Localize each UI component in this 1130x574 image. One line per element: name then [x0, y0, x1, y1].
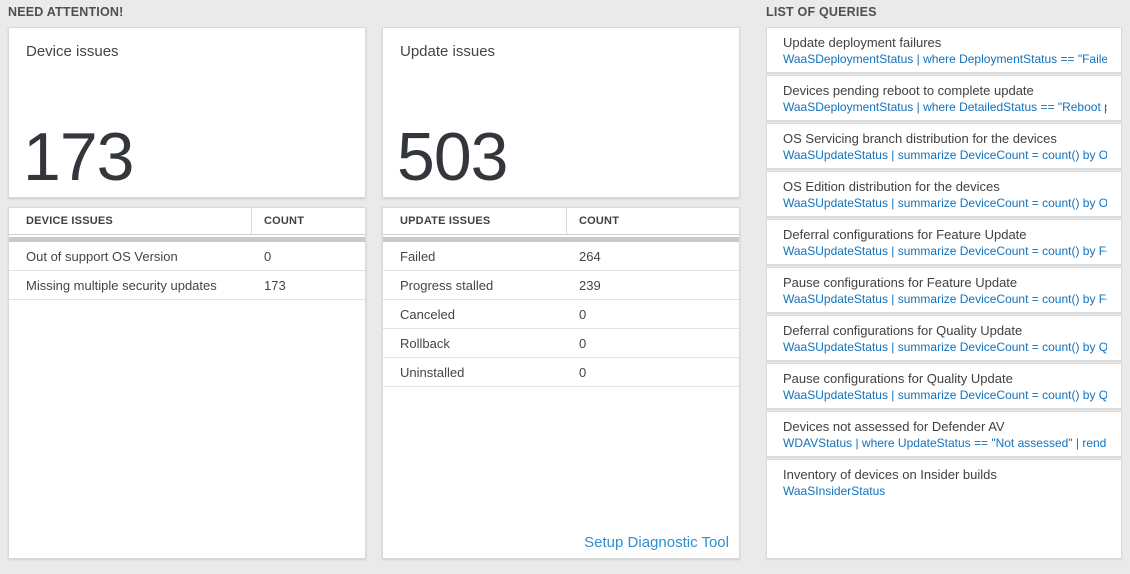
query-text: WaaSUpdateStatus | summarize DeviceCount…	[783, 196, 1107, 210]
query-list: Update deployment failures WaaSDeploymen…	[766, 27, 1122, 559]
query-title: OS Servicing branch distribution for the…	[783, 131, 1057, 146]
query-text: WaaSUpdateStatus | summarize DeviceCount…	[783, 148, 1107, 162]
update-issues-column: Update issues 503 UPDATE ISSUES COUNT Fa…	[382, 0, 740, 559]
row-count: 0	[579, 335, 587, 351]
row-count: 0	[579, 364, 587, 380]
device-issues-card[interactable]: Device issues 173	[8, 27, 366, 198]
query-title: Deferral configurations for Quality Upda…	[783, 323, 1023, 338]
query-item[interactable]: OS Edition distribution for the devices …	[766, 171, 1122, 217]
row-count: 173	[264, 277, 286, 293]
row-label: Canceled	[400, 306, 455, 322]
query-text: WaaSInsiderStatus	[783, 484, 886, 498]
row-label: Rollback	[400, 335, 450, 351]
row-label: Missing multiple security updates	[26, 277, 217, 293]
column-header-device-issues: DEVICE ISSUES	[9, 208, 252, 234]
setup-diagnostic-tool-link[interactable]: Setup Diagnostic Tool	[584, 534, 729, 551]
row-label: Progress stalled	[400, 277, 494, 293]
update-issues-card-title: Update issues	[400, 43, 496, 60]
need-attention-label: NEED ATTENTION!	[8, 5, 124, 19]
horizontal-scrollbar[interactable]	[9, 237, 365, 242]
need-attention-label-spacer	[382, 5, 740, 27]
column-header-count: COUNT	[264, 215, 305, 227]
query-item[interactable]: Deferral configurations for Feature Upda…	[766, 219, 1122, 265]
query-title: Inventory of devices on Insider builds	[783, 467, 997, 482]
query-title: Update deployment failures	[783, 35, 942, 50]
column-header-count: COUNT	[579, 215, 620, 227]
query-item[interactable]: Devices pending reboot to complete updat…	[766, 75, 1122, 121]
row-label: Failed	[400, 248, 436, 264]
table-row[interactable]: Missing multiple security updates 173	[9, 271, 365, 300]
device-issues-count: 173	[23, 118, 134, 195]
horizontal-scrollbar[interactable]	[383, 237, 739, 242]
query-text: WDAVStatus | where UpdateStatus == "Not …	[783, 436, 1107, 450]
query-item[interactable]: Deferral configurations for Quality Upda…	[766, 315, 1122, 361]
update-issues-count: 503	[397, 118, 508, 195]
query-item[interactable]: Inventory of devices on Insider builds W…	[766, 459, 1122, 559]
query-title: Devices not assessed for Defender AV	[783, 419, 1005, 434]
table-row[interactable]: Rollback 0	[383, 329, 739, 358]
query-text: WaaSUpdateStatus | summarize DeviceCount…	[783, 388, 1107, 402]
query-title: Pause configurations for Feature Update	[783, 275, 1018, 290]
query-text: WaaSDeploymentStatus | where DetailedSta…	[783, 100, 1107, 114]
row-count: 239	[579, 277, 601, 293]
table-row[interactable]: Progress stalled 239	[383, 271, 739, 300]
query-item[interactable]: Pause configurations for Feature Update …	[766, 267, 1122, 313]
table-row[interactable]: Uninstalled 0	[383, 358, 739, 387]
row-count: 0	[264, 248, 272, 264]
query-item[interactable]: OS Servicing branch distribution for the…	[766, 123, 1122, 169]
query-title: Deferral configurations for Feature Upda…	[783, 227, 1027, 242]
row-label: Out of support OS Version	[26, 248, 178, 264]
device-issues-column: NEED ATTENTION! Device issues 173 DEVICE…	[8, 0, 366, 559]
row-count: 264	[579, 248, 601, 264]
query-title: Devices pending reboot to complete updat…	[783, 83, 1034, 98]
column-header-update-issues: UPDATE ISSUES	[383, 208, 567, 234]
query-title: Pause configurations for Quality Update	[783, 371, 1013, 386]
update-issues-table: UPDATE ISSUES COUNT Failed 264 Progress …	[382, 207, 740, 559]
update-issues-card[interactable]: Update issues 503	[382, 27, 740, 198]
query-item[interactable]: Update deployment failures WaaSDeploymen…	[766, 27, 1122, 73]
list-of-queries-label: LIST OF QUERIES	[766, 5, 877, 19]
query-text: WaaSUpdateStatus | summarize DeviceCount…	[783, 292, 1107, 306]
device-issues-table: DEVICE ISSUES COUNT Out of support OS Ve…	[8, 207, 366, 559]
row-count: 0	[579, 306, 587, 322]
device-issues-table-header: DEVICE ISSUES COUNT	[9, 208, 365, 235]
update-issues-table-header: UPDATE ISSUES COUNT	[383, 208, 739, 235]
device-issues-card-title: Device issues	[26, 43, 119, 60]
query-title: OS Edition distribution for the devices	[783, 179, 1000, 194]
query-text: WaaSUpdateStatus | summarize DeviceCount…	[783, 340, 1107, 354]
row-label: Uninstalled	[400, 364, 465, 380]
table-row[interactable]: Failed 264	[383, 242, 739, 271]
query-item[interactable]: Devices not assessed for Defender AV WDA…	[766, 411, 1122, 457]
table-row[interactable]: Out of support OS Version 0	[9, 242, 365, 271]
table-row[interactable]: Canceled 0	[383, 300, 739, 329]
query-item[interactable]: Pause configurations for Quality Update …	[766, 363, 1122, 409]
query-text: WaaSUpdateStatus | summarize DeviceCount…	[783, 244, 1107, 258]
queries-column: LIST OF QUERIES Update deployment failur…	[766, 0, 1122, 559]
query-text: WaaSDeploymentStatus | where DeploymentS…	[783, 52, 1107, 66]
